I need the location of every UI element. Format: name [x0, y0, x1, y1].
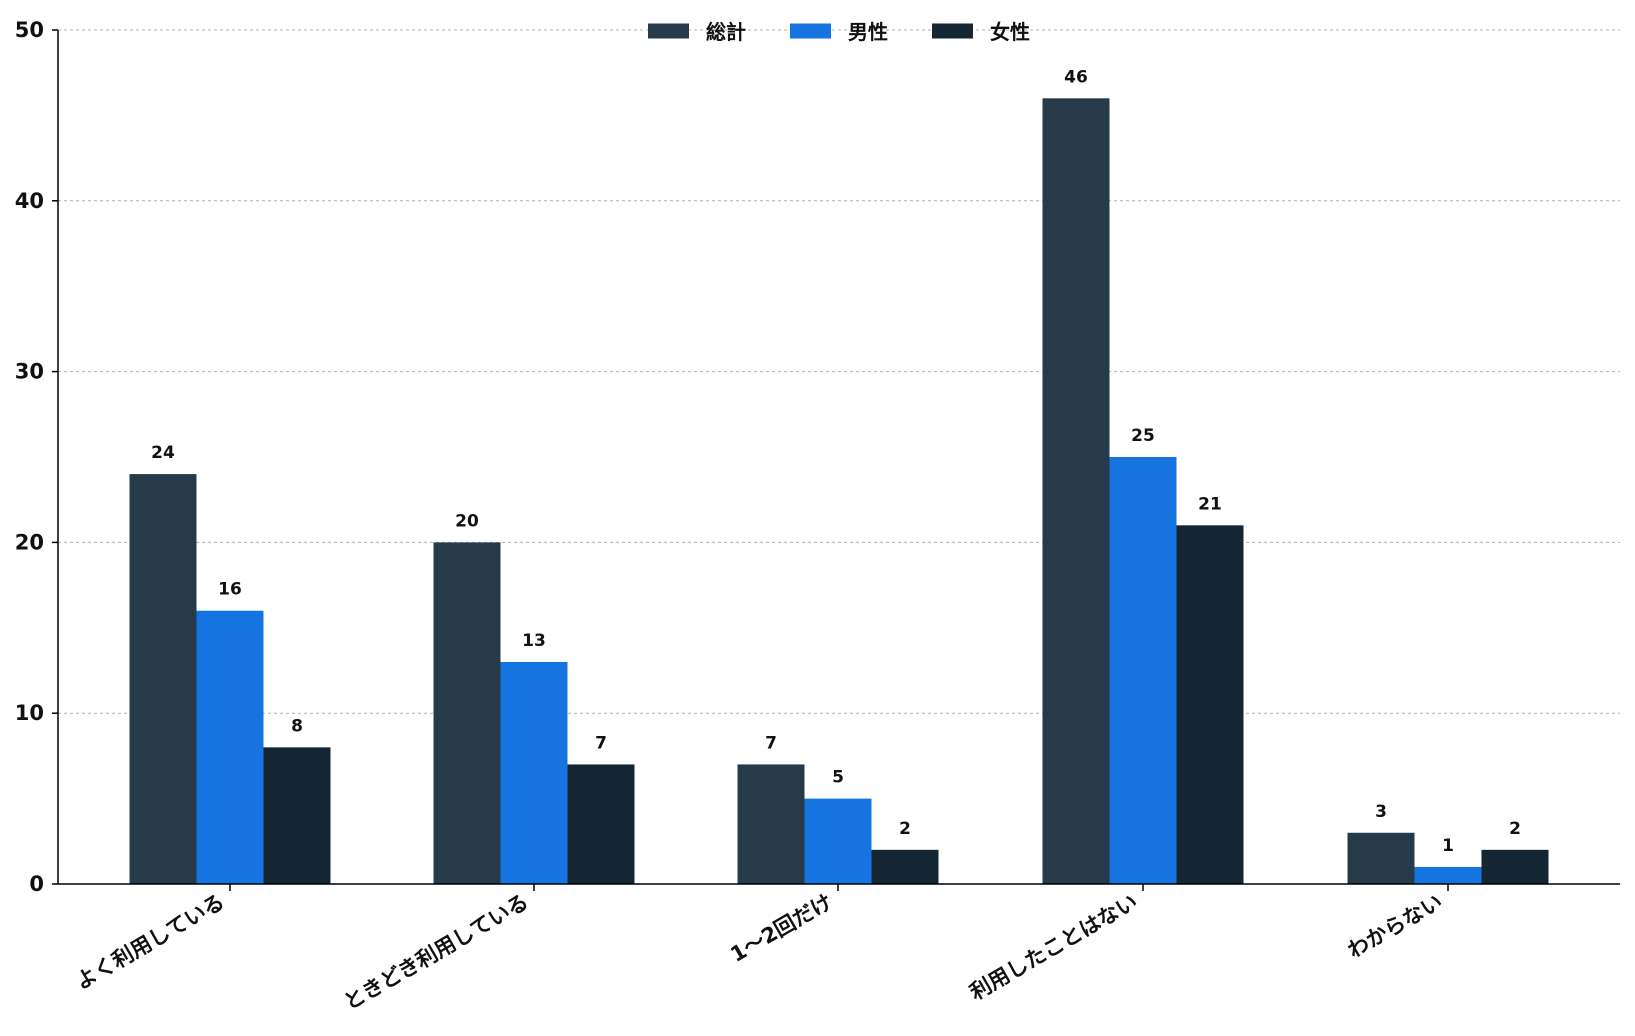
- legend-swatch-2: [790, 23, 831, 39]
- bar-2-series-1: [433, 542, 501, 884]
- bar-3-series-1: [737, 764, 805, 884]
- bar-2-series-3: [567, 764, 635, 884]
- y-tick-label-10: 10: [15, 701, 44, 725]
- y-tick-label-40: 40: [15, 189, 44, 213]
- x-tick-label-4: 利用したことはない: [966, 890, 1142, 1005]
- value-label-5-series-3: 2: [1509, 819, 1521, 839]
- bar-1-series-1: [129, 474, 197, 884]
- value-label-2-series-3: 7: [595, 733, 607, 753]
- x-tick-label-5: わからない: [1344, 890, 1447, 963]
- x-tick-label-3: 1～2回だけ: [726, 890, 836, 967]
- bar-1-series-2: [196, 610, 264, 884]
- value-label-5-series-2: 1: [1442, 836, 1454, 856]
- axes: [57, 30, 1620, 885]
- value-label-3-series-1: 7: [765, 733, 777, 753]
- value-label-4-series-2: 25: [1131, 426, 1155, 446]
- value-label-4-series-3: 21: [1198, 494, 1222, 514]
- x-tick-label-2: ときどき利用している: [340, 890, 533, 1015]
- value-label-3-series-2: 5: [832, 768, 844, 788]
- value-label-1-series-1: 24: [151, 443, 175, 463]
- value-label-4-series-1: 46: [1064, 67, 1088, 87]
- bar-3-series-3: [871, 849, 939, 884]
- y-tick-label-30: 30: [15, 360, 44, 384]
- y-tick-label-0: 0: [29, 872, 44, 896]
- x-tick-label-1: よく利用している: [72, 890, 229, 994]
- x-axis-ticks: よく利用している ときどき利用している 1～2回だけ 利用したことはない わからない: [72, 884, 1449, 1015]
- value-label-2-series-2: 13: [522, 631, 546, 651]
- value-label-1-series-2: 16: [218, 580, 242, 600]
- legend-label-1: 総計: [706, 20, 746, 44]
- legend-label-3: 女性: [990, 20, 1030, 44]
- y-axis-ticks: 0 10 20 30 40 50: [15, 18, 58, 896]
- bar-2-series-2: [500, 661, 568, 884]
- value-label-1-series-3: 8: [291, 716, 303, 736]
- y-tick-label-20: 20: [15, 530, 44, 554]
- value-label-3-series-3: 2: [899, 819, 911, 839]
- bars: [129, 98, 1549, 884]
- bar-4-series-2: [1109, 457, 1177, 884]
- legend: 総計 男性 女性: [648, 20, 1030, 44]
- bar-4-series-3: [1176, 525, 1244, 884]
- value-labels: 24 16 8 20 13 7 7 5 2 46 25 21 3 1 2: [151, 67, 1521, 856]
- y-tick-label-50: 50: [15, 18, 44, 42]
- value-label-5-series-1: 3: [1375, 802, 1387, 822]
- bar-5-series-2: [1414, 866, 1482, 884]
- gridlines: [58, 29, 1620, 714]
- value-label-2-series-1: 20: [455, 511, 479, 531]
- legend-swatch-1: [648, 23, 689, 39]
- bar-3-series-2: [804, 798, 872, 884]
- legend-swatch-3: [932, 23, 973, 39]
- bar-5-series-1: [1347, 832, 1415, 884]
- bar-5-series-3: [1481, 849, 1549, 884]
- bar-4-series-1: [1042, 98, 1110, 884]
- bar-1-series-3: [263, 747, 331, 884]
- legend-label-2: 男性: [848, 20, 888, 44]
